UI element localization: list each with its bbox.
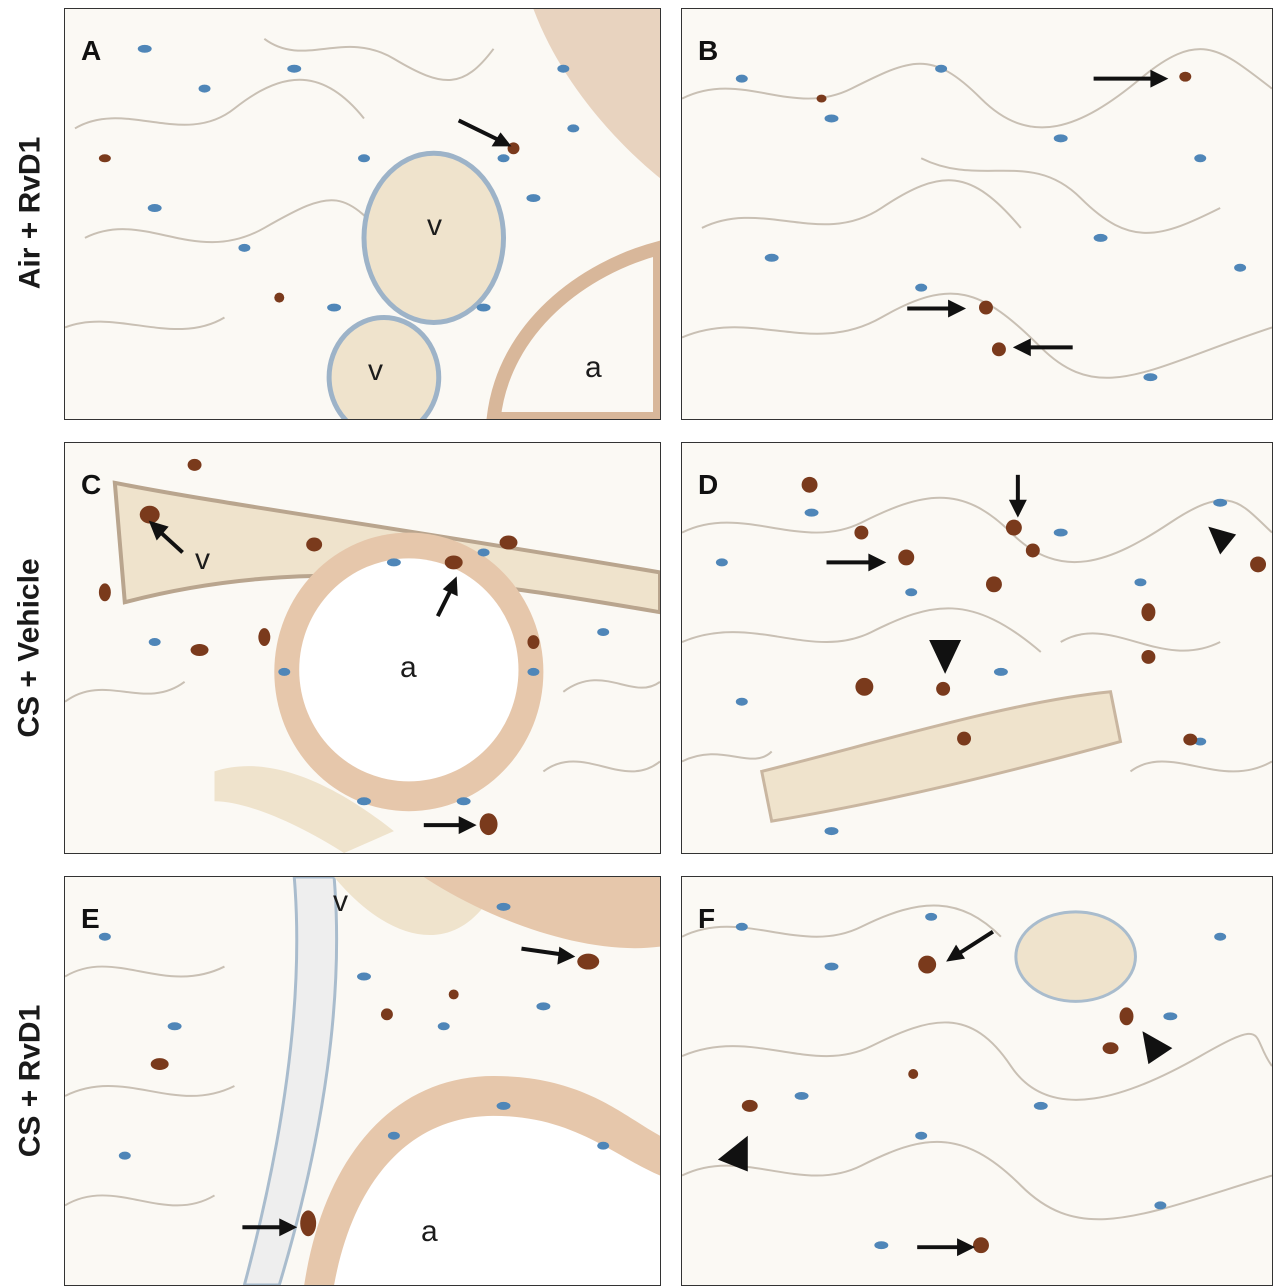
panel-letter-f: F bbox=[698, 903, 716, 934]
panel-c: C v a bbox=[64, 442, 661, 854]
panel-d: D bbox=[681, 442, 1273, 854]
row-label-1: Air + RvD1 bbox=[13, 136, 47, 290]
panel-letter-b: B bbox=[698, 35, 719, 66]
panel-letter-e: E bbox=[81, 903, 100, 934]
row-label-2: CS + Vehicle bbox=[13, 558, 46, 738]
vessel-label: v bbox=[368, 354, 383, 387]
airway-label: a bbox=[421, 1215, 438, 1248]
airway-label: a bbox=[585, 351, 602, 384]
micrograph-e bbox=[65, 877, 660, 1285]
vessel-label: v bbox=[427, 209, 442, 242]
micrograph-f bbox=[682, 904, 1272, 1257]
panel-f: F bbox=[681, 876, 1273, 1286]
row-label-3: CS + RvD1 bbox=[13, 1004, 47, 1158]
panel-letter-d: D bbox=[698, 469, 719, 500]
micrograph-a bbox=[65, 9, 660, 419]
panel-letter-a: A bbox=[81, 35, 102, 66]
micrograph-b bbox=[682, 48, 1272, 382]
panel-a: A v v a bbox=[64, 8, 661, 420]
panel-letter-c: C bbox=[81, 469, 102, 500]
vessel-label: v bbox=[195, 543, 210, 576]
airway-label: a bbox=[400, 651, 417, 684]
vessel-label: v bbox=[333, 885, 348, 918]
panel-e: E v a bbox=[64, 876, 661, 1286]
panel-b: B bbox=[681, 8, 1273, 420]
micrograph-d bbox=[682, 474, 1272, 836]
micrograph-c bbox=[65, 458, 660, 853]
